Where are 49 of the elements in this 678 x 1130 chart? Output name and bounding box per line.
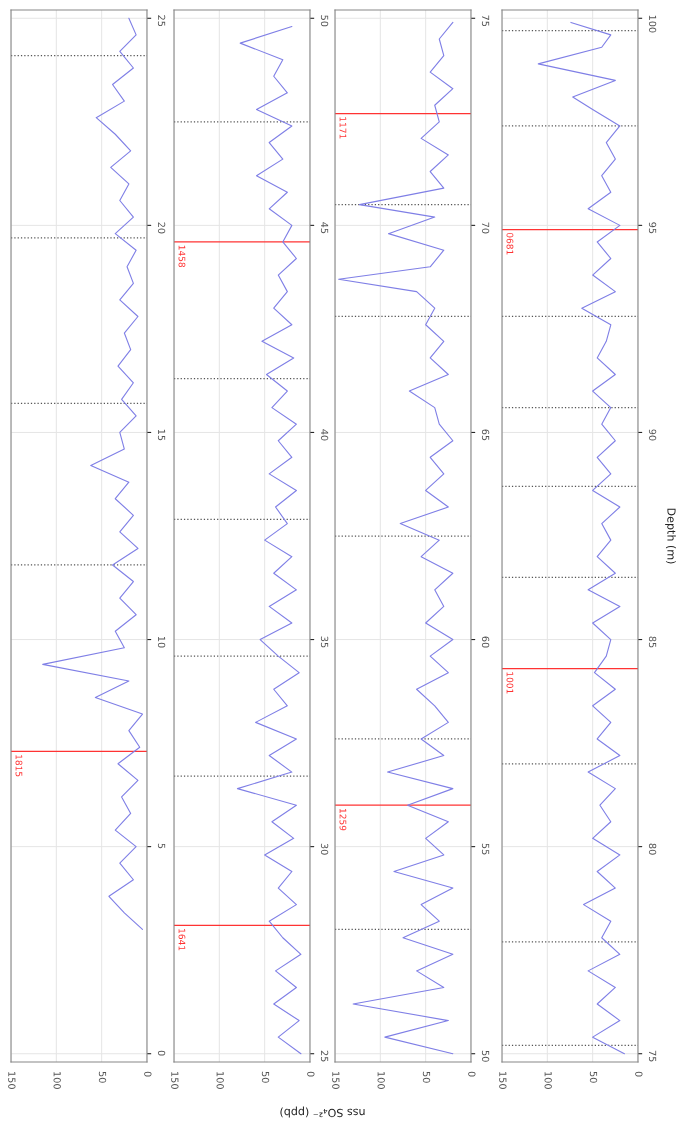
y-tick-label: 40 — [320, 429, 329, 441]
x-tick-label: 150 — [171, 1072, 179, 1089]
annotation: 1171 — [339, 117, 347, 139]
y-tick-label: 25 — [157, 15, 166, 27]
annotation: 0681 — [506, 232, 514, 255]
y-tick-label: 45 — [320, 222, 329, 234]
y-tick-label: 20 — [157, 222, 166, 234]
x-tick-label: 100 — [216, 1072, 224, 1089]
x-tick-label: 0 — [468, 1071, 476, 1077]
x-tick-label: 50 — [98, 1071, 107, 1083]
y-tick-label: 15 — [157, 429, 166, 441]
x-tick-label: 0 — [635, 1071, 643, 1077]
x-tick-label: 100 — [544, 1072, 552, 1089]
x-tick-label: 0 — [144, 1071, 152, 1077]
x-tick-label: 150 — [8, 1072, 16, 1089]
y-tick-label: 75 — [481, 15, 490, 27]
annotation: 1001 — [506, 672, 514, 694]
y-tick-label: 35 — [320, 636, 329, 648]
y-tick-label: 55 — [481, 843, 490, 855]
y-axis-title: Depth (m) — [665, 508, 676, 564]
x-axis-title: nss SO₄²⁻ (ppb) — [280, 1106, 365, 1118]
y-tick-label: 100 — [648, 15, 657, 33]
annotation: 1259 — [339, 808, 347, 831]
y-tick-label: 80 — [648, 843, 657, 855]
x-tick-label: 100 — [377, 1072, 385, 1089]
y-tick-label: 5 — [157, 843, 166, 849]
y-tick-label: 60 — [481, 636, 490, 648]
y-tick-label: 50 — [320, 15, 329, 27]
annotation: 1815 — [15, 755, 23, 777]
x-tick-label: 50 — [589, 1071, 598, 1083]
x-tick-label: 150 — [332, 1072, 340, 1089]
y-tick-label: 65 — [481, 429, 490, 441]
y-tick-label: 30 — [320, 843, 329, 855]
y-tick-label: 85 — [648, 636, 657, 648]
x-tick-label: 0 — [307, 1071, 315, 1077]
x-tick-label: 100 — [53, 1072, 61, 1089]
y-tick-label: 95 — [648, 222, 657, 234]
x-tick-label: 50 — [422, 1071, 431, 1083]
annotation: 1458 — [178, 245, 186, 268]
y-tick-label: 0 — [157, 1050, 166, 1056]
y-tick-label: 90 — [648, 429, 657, 441]
y-tick-label: 50 — [481, 1050, 490, 1062]
y-tick-label: 75 — [648, 1050, 657, 1062]
x-tick-label: 50 — [261, 1071, 270, 1083]
y-tick-label: 70 — [481, 222, 490, 234]
annotation: 1641 — [178, 929, 186, 951]
y-tick-label: 25 — [320, 1050, 329, 1062]
x-tick-label: 150 — [499, 1072, 507, 1089]
y-tick-label: 10 — [157, 636, 166, 648]
